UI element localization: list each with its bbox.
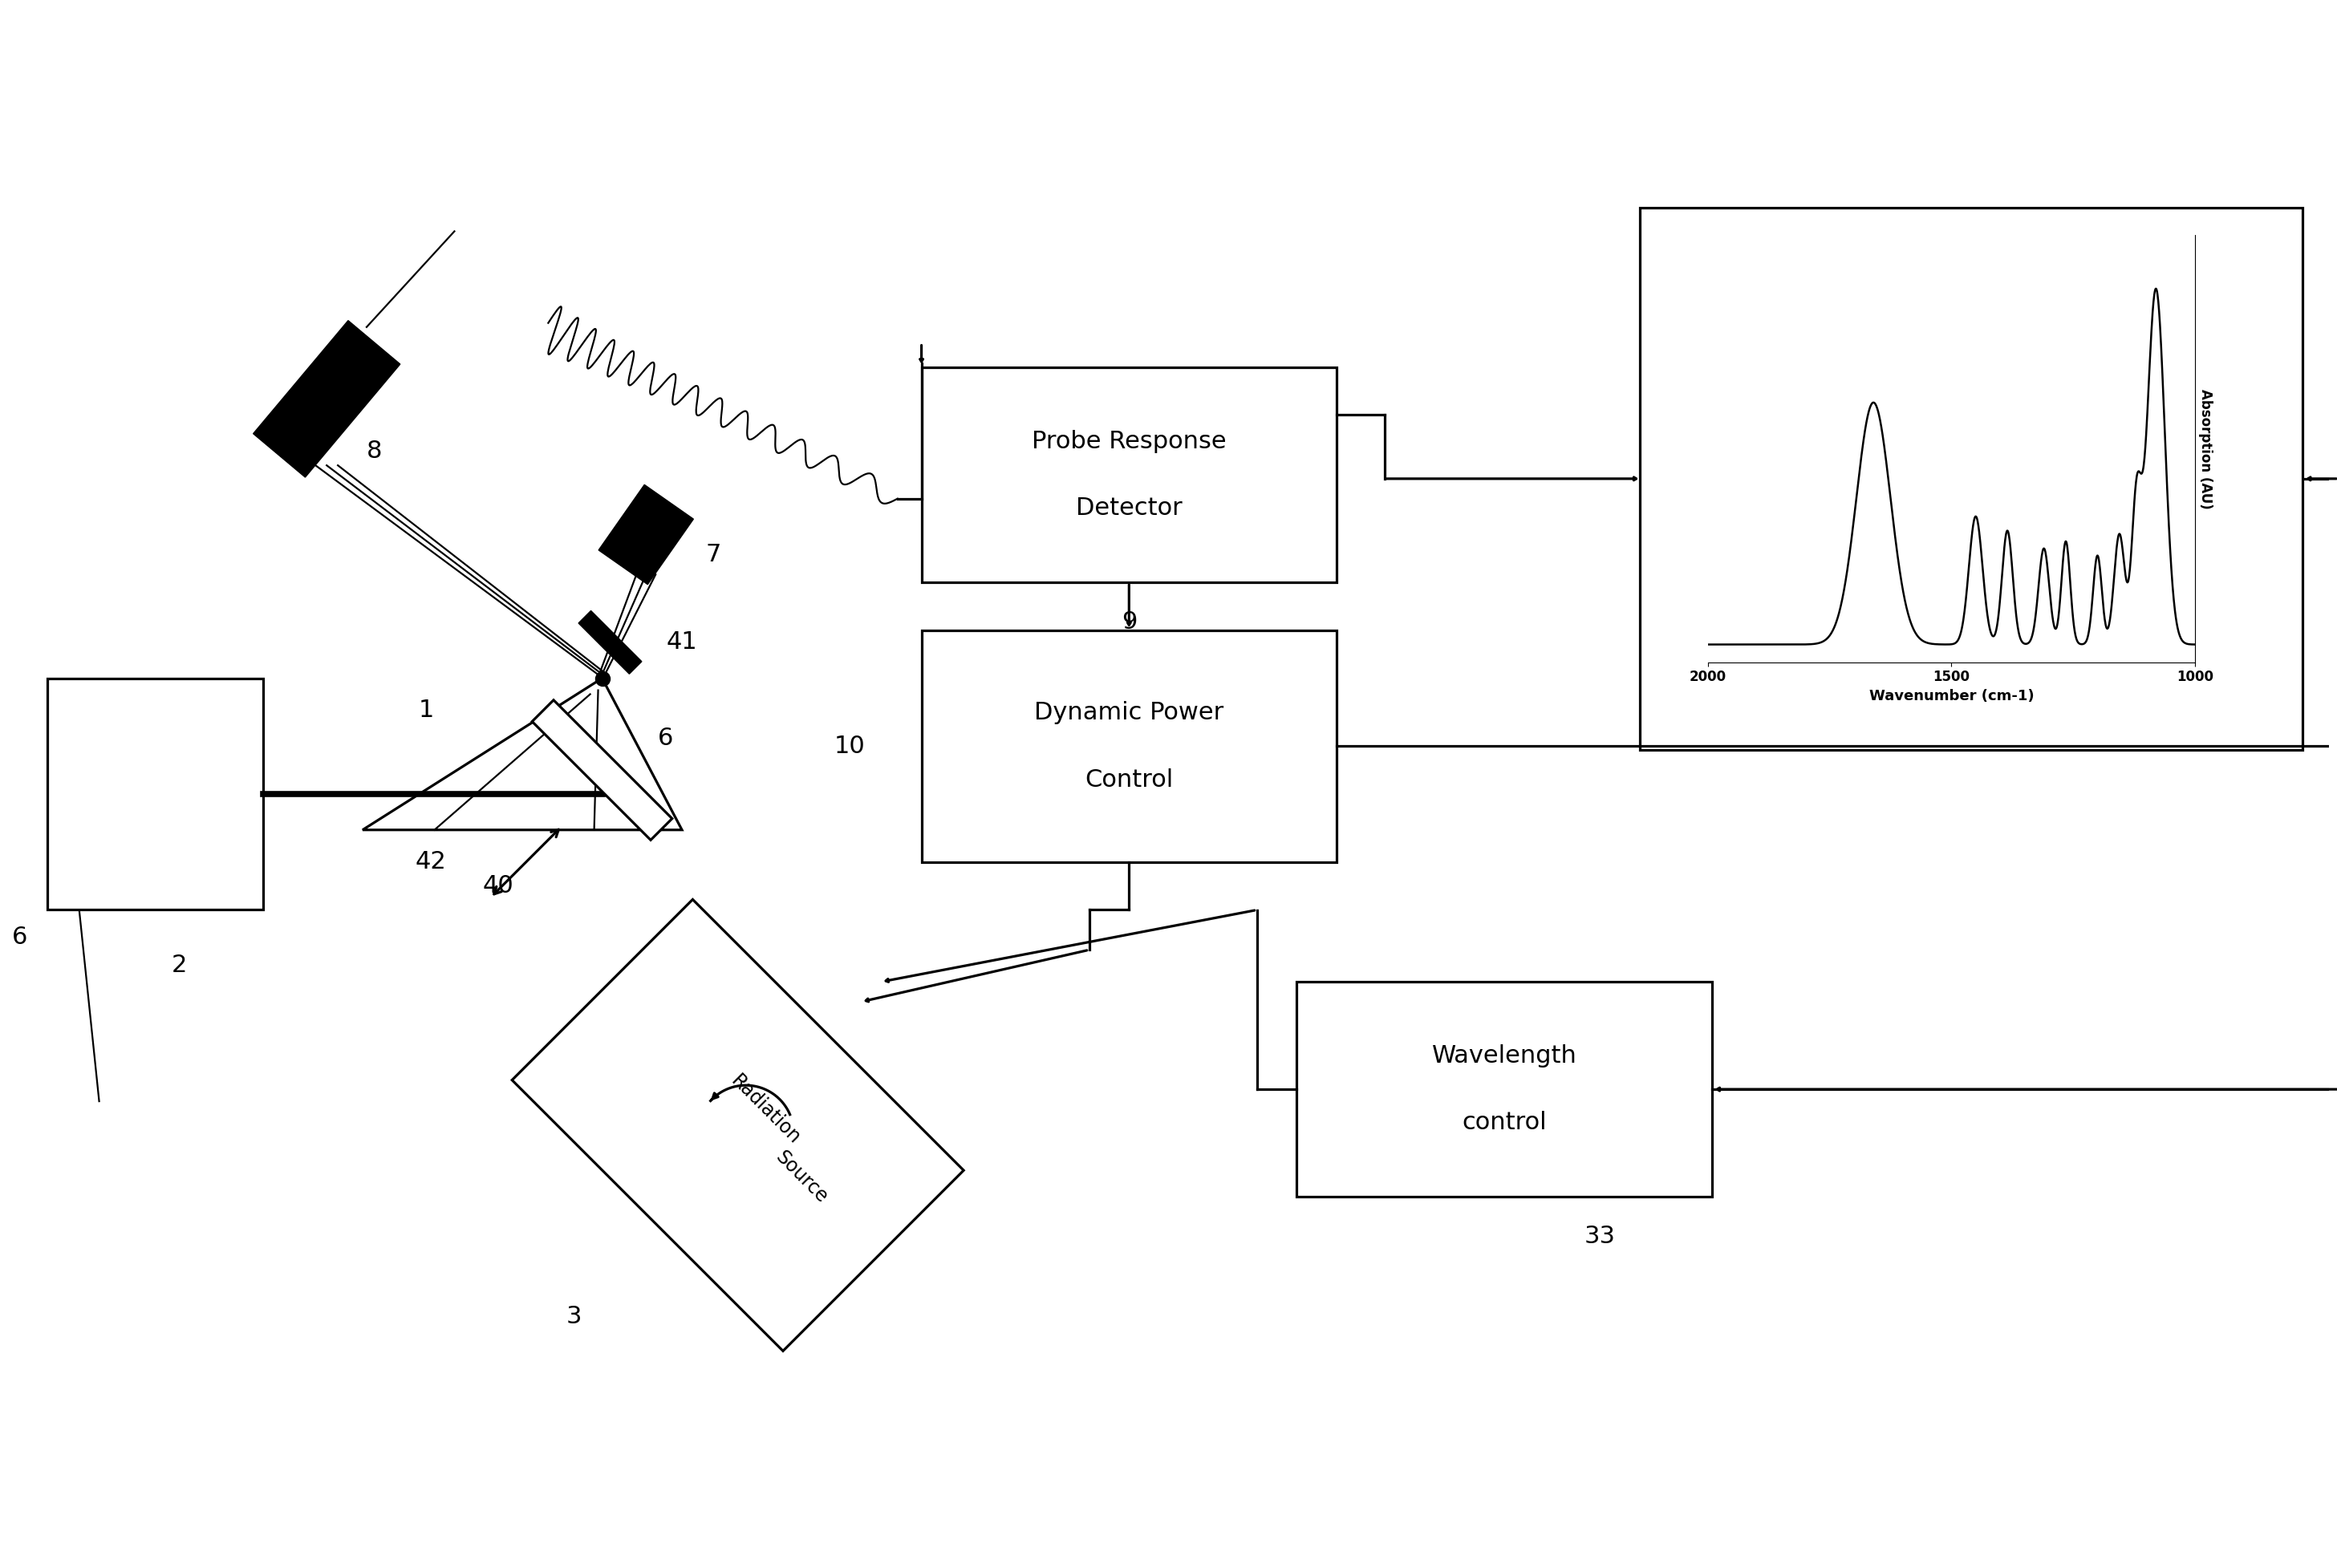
Bar	[921, 630, 1337, 862]
Text: Radiation: Radiation	[727, 1071, 804, 1148]
Polygon shape	[362, 679, 682, 829]
Text: 7: 7	[706, 543, 722, 566]
Text: 9: 9	[1122, 610, 1136, 633]
Text: Detector: Detector	[1075, 497, 1183, 521]
Text: Dynamic Power: Dynamic Power	[1035, 701, 1225, 724]
Text: Control: Control	[1084, 768, 1173, 792]
Text: control: control	[1463, 1112, 1547, 1134]
Text: 41: 41	[666, 630, 696, 654]
Text: 6: 6	[12, 925, 28, 949]
Bar	[921, 367, 1337, 582]
Text: 33: 33	[1584, 1225, 1615, 1248]
Polygon shape	[252, 320, 400, 477]
Polygon shape	[533, 699, 673, 840]
Polygon shape	[512, 900, 963, 1352]
Text: Probe Response: Probe Response	[1031, 430, 1227, 453]
Bar	[1641, 207, 2302, 750]
Polygon shape	[598, 485, 694, 585]
Text: 6: 6	[659, 726, 673, 750]
Polygon shape	[580, 610, 643, 674]
Text: Wavelength: Wavelength	[1433, 1044, 1577, 1068]
Text: 1: 1	[418, 698, 435, 721]
Text: 10: 10	[834, 734, 865, 757]
Text: 40: 40	[484, 873, 514, 897]
Text: Source: Source	[771, 1148, 832, 1207]
Bar	[1297, 982, 1713, 1196]
Text: 3: 3	[566, 1305, 582, 1328]
Text: 8: 8	[367, 439, 383, 463]
Bar	[47, 679, 262, 909]
Text: 2: 2	[171, 953, 187, 977]
Text: 42: 42	[416, 850, 446, 873]
